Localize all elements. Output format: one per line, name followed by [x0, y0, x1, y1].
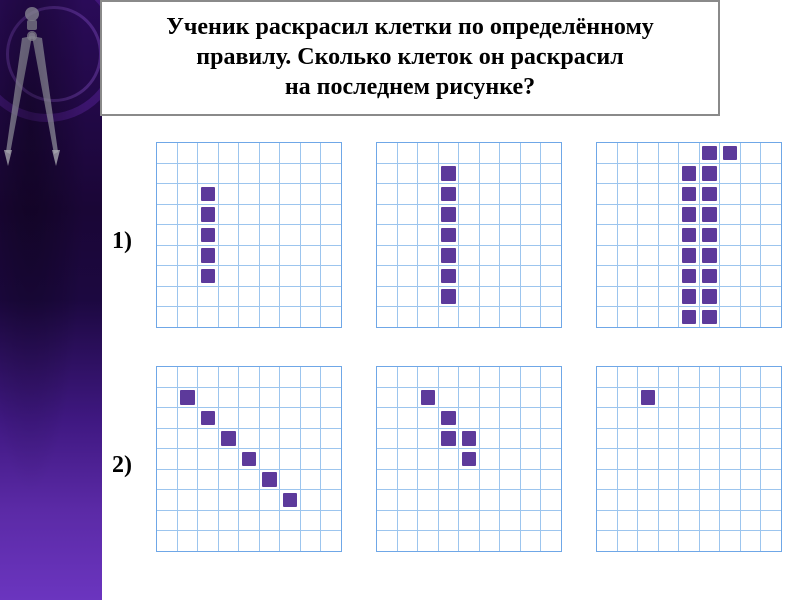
- filled-cell: [702, 187, 716, 201]
- filled-cell: [441, 269, 455, 283]
- filled-cell: [702, 310, 716, 324]
- filled-cell: [682, 310, 696, 324]
- filled-cell: [441, 289, 455, 303]
- row-number-1: 1): [112, 228, 132, 255]
- filled-cell: [702, 207, 716, 221]
- filled-cell: [201, 207, 215, 221]
- filled-cell: [441, 228, 455, 242]
- filled-cell: [441, 248, 455, 262]
- filled-cell: [682, 166, 696, 180]
- filled-cell: [221, 431, 235, 445]
- filled-cell: [682, 289, 696, 303]
- filled-cell: [441, 207, 455, 221]
- grid-g-2-3: [596, 366, 782, 552]
- filled-cell: [462, 452, 476, 466]
- filled-cell: [682, 248, 696, 262]
- filled-cell: [702, 248, 716, 262]
- filled-cell: [180, 390, 194, 404]
- filled-cell: [201, 411, 215, 425]
- filled-cell: [201, 187, 215, 201]
- filled-cell: [702, 228, 716, 242]
- page-root: Ученик раскрасил клетки по определённому…: [0, 0, 800, 600]
- filled-cell: [441, 166, 455, 180]
- grid-g-1-1: [156, 142, 342, 328]
- filled-cell: [201, 228, 215, 242]
- filled-cell: [682, 269, 696, 283]
- question-title: Ученик раскрасил клетки по определённому…: [102, 2, 718, 102]
- filled-cell: [441, 187, 455, 201]
- filled-cell: [723, 146, 737, 160]
- filled-cell: [641, 390, 655, 404]
- filled-cell: [201, 248, 215, 262]
- filled-cell: [682, 207, 696, 221]
- filled-cell: [262, 472, 276, 486]
- decorative-left-strip: [0, 0, 102, 600]
- filled-cell: [441, 431, 455, 445]
- grid-g-1-3: [596, 142, 782, 328]
- filled-cell: [702, 289, 716, 303]
- row-number-2: 2): [112, 452, 132, 479]
- filled-cell: [462, 431, 476, 445]
- filled-cell: [682, 187, 696, 201]
- filled-cell: [441, 411, 455, 425]
- filled-cell: [242, 452, 256, 466]
- filled-cell: [702, 166, 716, 180]
- grid-g-2-1: [156, 366, 342, 552]
- filled-cell: [283, 493, 297, 507]
- grid-g-2-2: [376, 366, 562, 552]
- filled-cell: [421, 390, 435, 404]
- question-card: Ученик раскрасил клетки по определённому…: [100, 0, 720, 116]
- compass-icon: [0, 0, 102, 170]
- filled-cell: [702, 146, 716, 160]
- grid-g-1-2: [376, 142, 562, 328]
- filled-cell: [682, 228, 696, 242]
- filled-cell: [702, 269, 716, 283]
- filled-cell: [201, 269, 215, 283]
